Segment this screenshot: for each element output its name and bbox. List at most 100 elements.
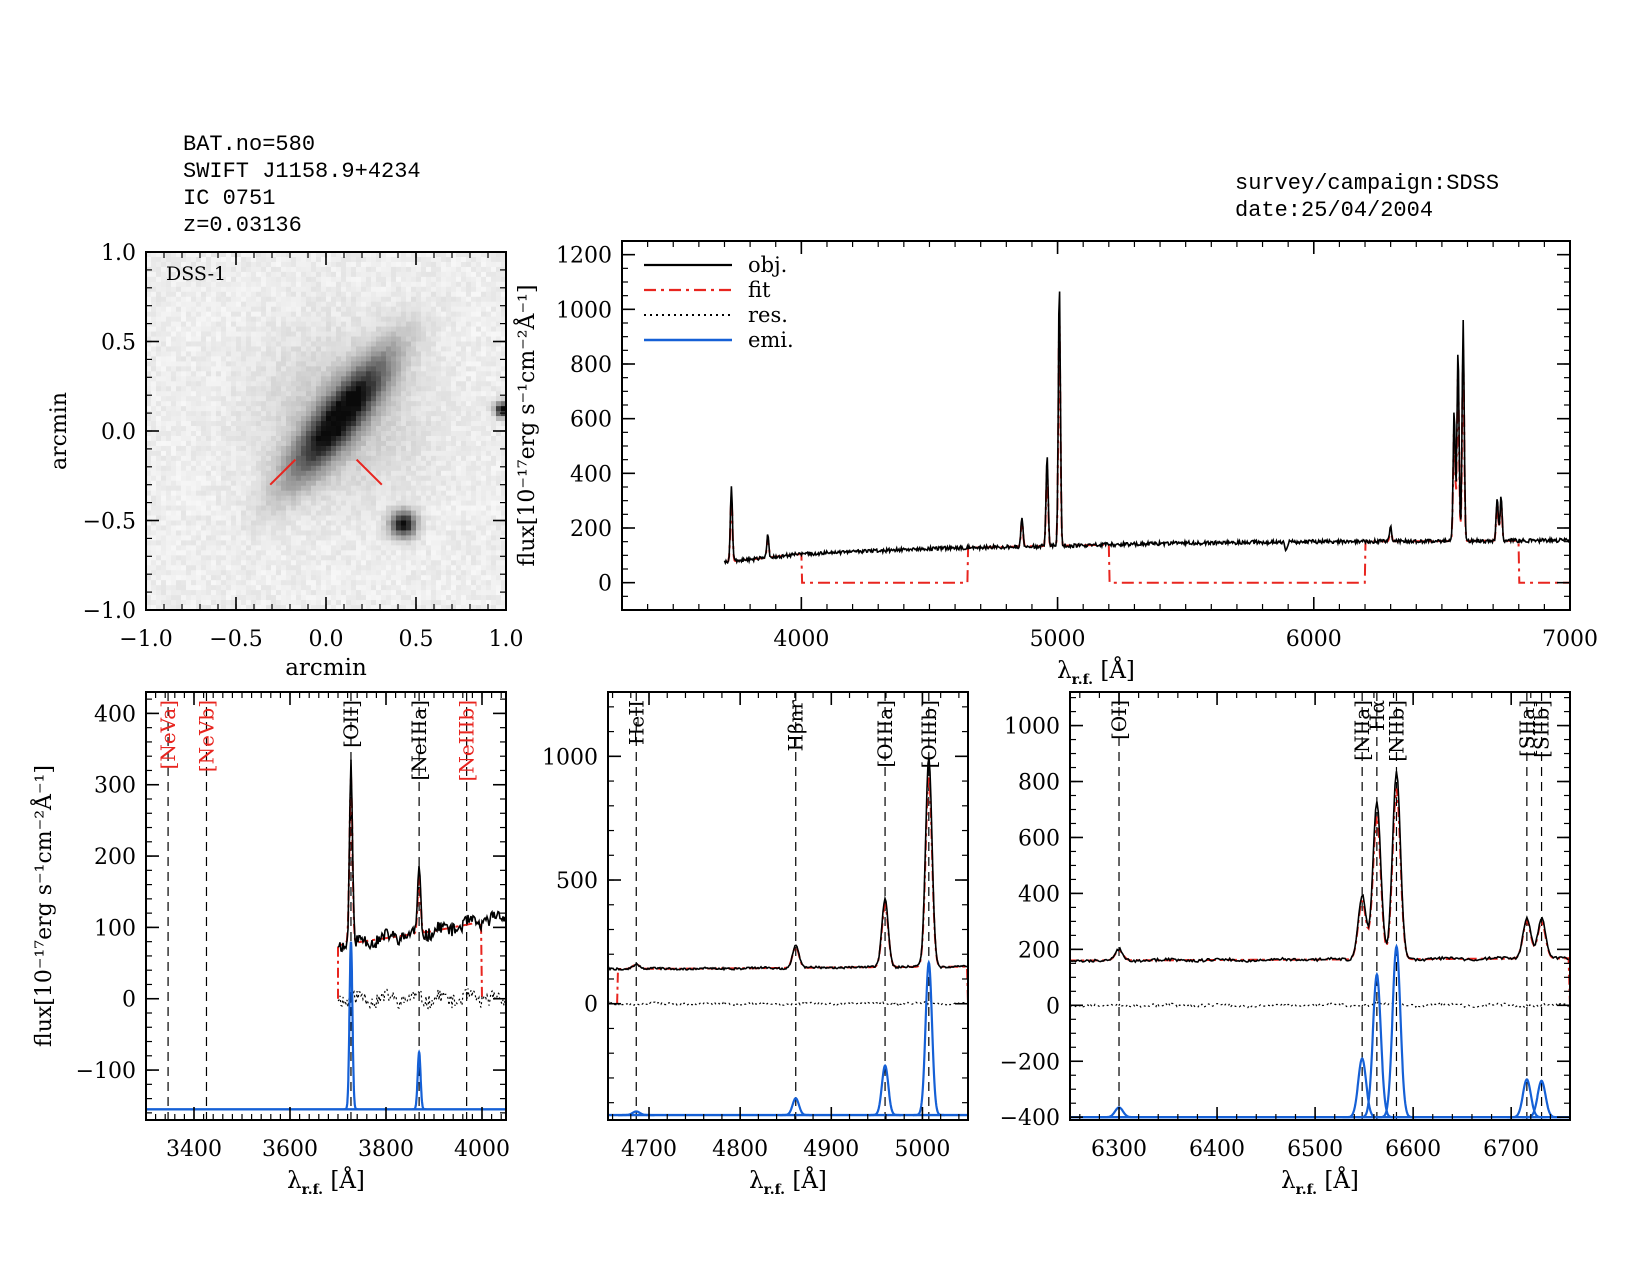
dss-pixel xyxy=(396,475,402,482)
dss-pixel xyxy=(271,391,277,397)
dss-pixel xyxy=(451,490,457,497)
dss-pixel xyxy=(146,331,152,337)
dss-pixel xyxy=(341,306,347,313)
dss-pixel xyxy=(411,595,417,601)
dss-pixel xyxy=(151,445,157,452)
dss-pixel xyxy=(246,326,252,332)
dss-pixel xyxy=(476,540,482,546)
dss-pixel xyxy=(331,421,337,427)
dss-pixel xyxy=(431,396,437,402)
dss-pixel xyxy=(181,480,187,487)
dss-pixel xyxy=(371,281,377,288)
dss-pixel xyxy=(261,276,267,283)
dss-pixel xyxy=(371,480,377,487)
dss-pixel xyxy=(216,336,222,342)
dss-pixel xyxy=(476,431,482,437)
dss-pixel xyxy=(291,286,297,293)
dss-pixel xyxy=(341,391,347,397)
dss-pixel xyxy=(476,560,482,566)
dss-pixel xyxy=(366,550,372,556)
dss-pixel xyxy=(281,296,287,303)
dss-pixel xyxy=(431,351,437,357)
dss-pixel xyxy=(306,590,312,596)
dss-pixel xyxy=(281,351,287,357)
dss-pixel xyxy=(156,490,162,497)
dss-pixel xyxy=(356,560,362,566)
dss-pixel xyxy=(441,316,447,323)
dss-pixel xyxy=(376,595,382,601)
dss-pixel xyxy=(296,535,302,541)
dss-pixel xyxy=(146,550,152,556)
dss-pixel xyxy=(301,550,307,556)
dss-pixel xyxy=(256,291,262,298)
dss-pixel xyxy=(191,271,197,278)
dss-pixel xyxy=(206,490,212,497)
dss-pixel xyxy=(471,321,477,327)
dss-pixel xyxy=(241,525,247,531)
dss-pixel xyxy=(436,256,442,263)
dss-pixel xyxy=(281,321,287,327)
dss-pixel xyxy=(421,440,427,447)
dss-pixel xyxy=(226,421,232,427)
dss-pixel xyxy=(431,480,437,487)
dss-pixel xyxy=(161,505,167,511)
dss-pixel xyxy=(391,525,397,531)
dss-pixel xyxy=(421,600,427,606)
dss-pixel xyxy=(231,510,237,516)
dss-pixel xyxy=(301,361,307,367)
dss-pixel xyxy=(416,391,422,397)
dss-pixel xyxy=(436,321,442,327)
dss-pixel xyxy=(186,301,192,308)
dss-pixel xyxy=(481,296,487,303)
dss-pixel xyxy=(291,261,297,268)
dss-pixel xyxy=(351,341,357,347)
dss-pixel xyxy=(211,455,217,462)
dss-pixel xyxy=(466,386,472,392)
dss-pixel xyxy=(346,281,352,288)
dss-pixel xyxy=(281,281,287,288)
dss-pixel xyxy=(201,595,207,601)
dss-pixel xyxy=(356,351,362,357)
dss-pixel xyxy=(451,480,457,487)
dss-pixel xyxy=(156,261,162,268)
dss-pixel xyxy=(281,266,287,273)
dss-pixel xyxy=(471,505,477,511)
dss-pixel xyxy=(246,341,252,347)
dss-pixel xyxy=(306,545,312,551)
dss-pixel xyxy=(316,480,322,487)
dss-pixel xyxy=(311,341,317,347)
dss-pixel xyxy=(231,555,237,561)
dss-pixel xyxy=(336,391,342,397)
dss-pixel xyxy=(231,351,237,357)
dss-pixel xyxy=(211,261,217,268)
dss-pixel xyxy=(306,371,312,377)
dss-pixel xyxy=(401,530,407,536)
dss-pixel xyxy=(231,381,237,387)
dss-pixel xyxy=(281,450,287,457)
dss-pixel xyxy=(321,291,327,298)
dss-pixel xyxy=(486,396,492,402)
dss-pixel xyxy=(146,575,152,581)
dss-pixel xyxy=(451,605,457,611)
dss-pixel xyxy=(156,386,162,392)
dss-pixel xyxy=(271,495,277,502)
dss-pixel xyxy=(401,535,407,541)
dss-pixel xyxy=(346,381,352,387)
dss-pixel xyxy=(236,386,242,392)
dss-pixel xyxy=(396,530,402,536)
dss-pixel xyxy=(381,261,387,268)
dss-pixel xyxy=(326,445,332,452)
dss-pixel xyxy=(471,346,477,352)
dss-pixel xyxy=(386,470,392,477)
dss-pixel xyxy=(296,316,302,323)
dss-pixel xyxy=(361,281,367,288)
dss-pixel xyxy=(176,366,182,372)
dss-pixel xyxy=(316,416,322,422)
dss-pixel xyxy=(361,515,367,521)
dss-pixel xyxy=(451,450,457,457)
dss-pixel xyxy=(171,336,177,342)
dss-pixel xyxy=(246,580,252,586)
dss-pixel xyxy=(281,530,287,536)
dss-pixel xyxy=(411,256,417,263)
dss-pixel xyxy=(206,281,212,288)
